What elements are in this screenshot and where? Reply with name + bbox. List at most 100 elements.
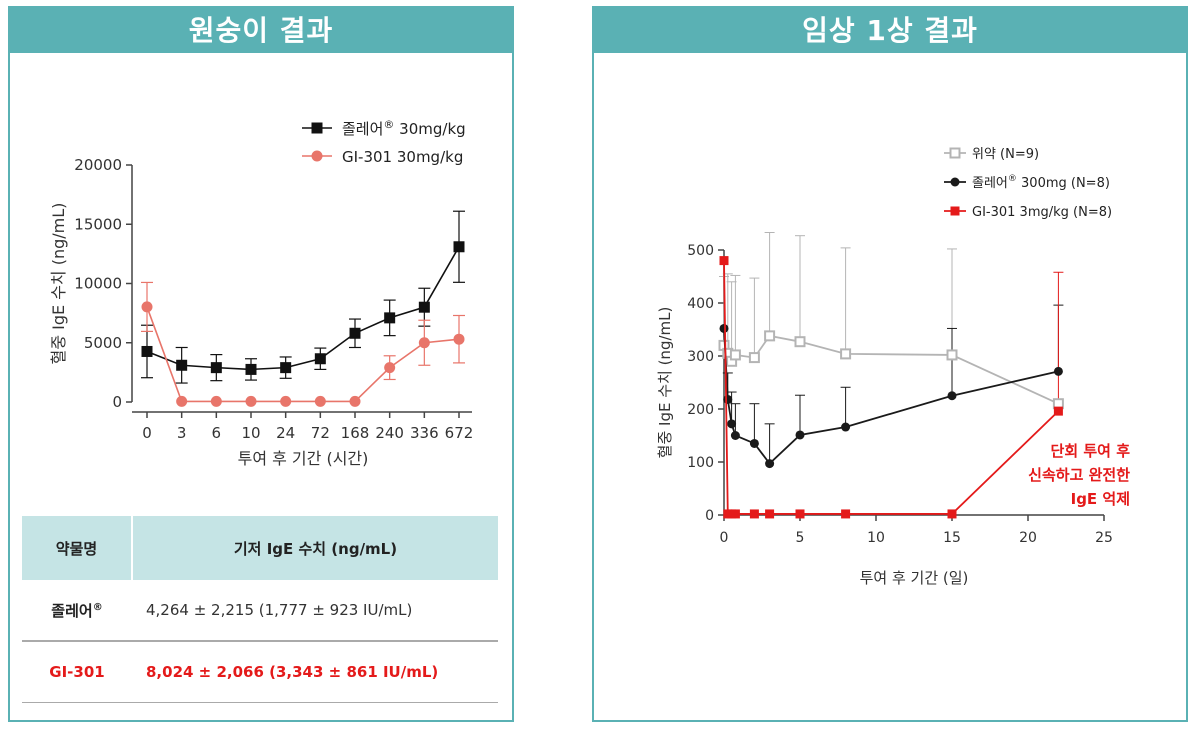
data-point xyxy=(723,394,733,404)
monkey-ige-chart: 0 5000 10000 15000 20000 0 3 6 10 24 72 168 240 336 67… xyxy=(49,118,474,468)
legend-label: 위약 (N=9) xyxy=(972,147,1039,162)
data-point xyxy=(840,348,852,360)
series-line xyxy=(723,260,1060,515)
data-point xyxy=(950,177,960,187)
y-tick-label: 15000 xyxy=(74,215,122,233)
y-tick-label: 5000 xyxy=(84,334,122,352)
data-point xyxy=(418,301,430,313)
table-row: 졸레어® 4,264 ± 2,215 (1,777 ± 923 IU/mL) xyxy=(22,580,498,642)
y-tick-label: 0 xyxy=(705,508,714,524)
data-point xyxy=(719,323,729,333)
data-point xyxy=(245,395,257,407)
y-tick-label: 100 xyxy=(687,455,714,471)
data-point xyxy=(210,395,222,407)
data-point xyxy=(949,147,961,159)
table-cell-drug: 졸레어® xyxy=(22,580,132,642)
data-point xyxy=(453,241,465,253)
data-point xyxy=(727,419,737,429)
x-tick-label: 25 xyxy=(1095,530,1113,546)
data-point xyxy=(141,301,153,313)
data-point xyxy=(749,509,759,519)
data-point xyxy=(176,359,188,371)
data-point xyxy=(946,349,958,361)
x-tick-label: 0 xyxy=(142,424,152,442)
data-point xyxy=(1053,366,1063,376)
annotation-text: 신속하고 완전한 xyxy=(1028,466,1130,484)
data-point xyxy=(748,352,760,364)
data-point xyxy=(280,362,292,374)
data-point xyxy=(384,312,396,324)
series-line xyxy=(146,246,460,371)
data-point xyxy=(314,395,326,407)
series-line xyxy=(723,328,1059,465)
data-point xyxy=(245,363,257,375)
x-tick-label: 10 xyxy=(867,530,885,546)
table-header-baseline: 기저 IgE 수치 (ng/mL) xyxy=(132,516,498,580)
x-tick-label: 6 xyxy=(212,424,222,442)
table-cell-drug: GI-301 xyxy=(22,641,132,703)
table-cell-value: 8,024 ± 2,066 (3,343 ± 861 IU/mL) xyxy=(132,641,498,703)
clinical-ige-chart: 0 100 200 300 400 500 0 5 10 15 20 25 투여 후 기간 (일) 혈중 … xyxy=(656,147,1131,587)
legend-label: 졸레어® 30mg/kg xyxy=(342,118,466,138)
table-row: GI-301 8,024 ± 2,066 (3,343 ± 861 IU/mL) xyxy=(22,641,498,703)
monkey-results-panel: 원숭이 결과 0 5000 10000 15000 20000 0 3 6 10 24 72 168 2… xyxy=(8,6,514,722)
y-tick-label: 20000 xyxy=(74,156,122,174)
data-point xyxy=(210,362,222,374)
data-point xyxy=(730,509,740,519)
x-axis-label: 투여 후 기간 (일) xyxy=(860,569,969,587)
data-point xyxy=(729,349,741,361)
x-tick-label: 72 xyxy=(311,424,330,442)
panel-title-clinical: 임상 1상 결과 xyxy=(594,8,1186,53)
annotation-text: 단회 투여 후 xyxy=(1051,442,1131,460)
data-point xyxy=(384,362,396,374)
data-point xyxy=(719,256,729,266)
x-tick-label: 15 xyxy=(943,530,961,546)
x-axis-label: 투여 후 기간 (시간) xyxy=(238,449,369,468)
data-point xyxy=(418,337,430,349)
x-tick-label: 0 xyxy=(720,530,729,546)
x-tick-label: 3 xyxy=(177,424,187,442)
y-tick-label: 200 xyxy=(687,402,714,418)
x-tick-label: 10 xyxy=(241,424,260,442)
data-point xyxy=(794,336,806,348)
series-line xyxy=(723,334,1059,405)
data-point xyxy=(749,438,759,448)
data-point xyxy=(841,422,851,432)
baseline-ige-table: 약물명 기저 IgE 수치 (ng/mL) 졸레어® 4,264 ± 2,215… xyxy=(22,516,498,703)
y-tick-label: 10000 xyxy=(74,275,122,293)
data-point xyxy=(314,353,326,365)
data-point xyxy=(730,431,740,440)
data-point xyxy=(453,333,465,345)
panel-title-monkey: 원숭이 결과 xyxy=(10,8,512,53)
y-tick-label: 300 xyxy=(687,349,714,365)
x-tick-label: 336 xyxy=(410,424,439,442)
x-tick-label: 20 xyxy=(1019,530,1037,546)
data-point xyxy=(311,150,323,162)
legend-label: 졸레어® 300mg (N=8) xyxy=(972,174,1110,191)
data-point xyxy=(311,122,323,134)
data-point xyxy=(280,395,292,407)
x-tick-label: 672 xyxy=(445,424,474,442)
x-tick-label: 240 xyxy=(375,424,404,442)
data-point xyxy=(176,395,188,407)
data-point xyxy=(765,509,775,519)
x-tick-label: 24 xyxy=(276,424,295,442)
y-tick-label: 400 xyxy=(687,296,714,312)
y-axis-label: 혈중 IgE 수치 (ng/mL) xyxy=(49,203,68,365)
data-point xyxy=(947,391,957,401)
table-header-drug: 약물명 xyxy=(22,516,133,580)
y-tick-label: 500 xyxy=(687,243,714,259)
y-axis-label: 혈중 IgE 수치 (ng/mL) xyxy=(656,307,674,459)
table-cell-value: 4,264 ± 2,215 (1,777 ± 923 IU/mL) xyxy=(132,580,498,642)
data-point xyxy=(349,327,361,339)
data-point xyxy=(1053,406,1063,416)
annotation-text: IgE 억제 xyxy=(1071,490,1130,508)
data-point xyxy=(765,459,775,469)
data-point xyxy=(841,509,851,519)
data-point xyxy=(349,395,361,407)
x-tick-label: 5 xyxy=(796,530,805,546)
data-point xyxy=(947,509,957,519)
x-tick-label: 168 xyxy=(341,424,370,442)
data-point xyxy=(764,330,776,342)
series-line xyxy=(146,306,460,403)
